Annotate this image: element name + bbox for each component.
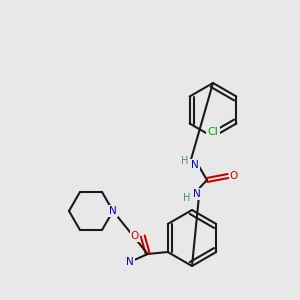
Text: N: N — [191, 160, 199, 170]
Text: O: O — [230, 171, 238, 181]
Text: N: N — [109, 206, 117, 216]
Text: H: H — [183, 193, 191, 203]
Text: N: N — [126, 257, 134, 267]
Text: O: O — [130, 231, 139, 241]
Text: H: H — [181, 156, 189, 166]
Text: N: N — [193, 189, 201, 199]
Text: Cl: Cl — [208, 127, 218, 137]
